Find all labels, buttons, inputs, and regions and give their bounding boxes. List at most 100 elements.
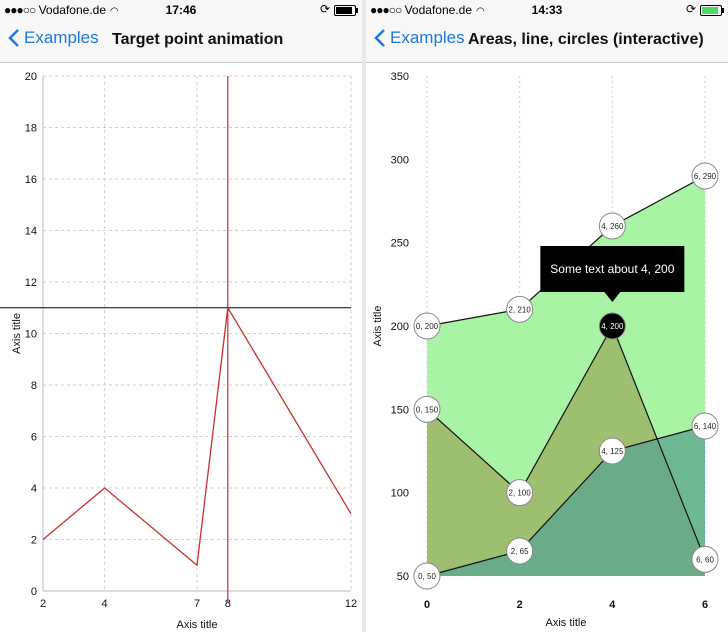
battery-icon bbox=[700, 5, 724, 16]
carrier-name: Vodafone.de bbox=[38, 3, 106, 17]
x-tick-label: 7 bbox=[194, 598, 200, 610]
series-line bbox=[42, 305, 352, 567]
point-label: 0, 50 bbox=[418, 572, 436, 581]
point-label: 4, 260 bbox=[601, 222, 624, 231]
page-title: Target point animation bbox=[112, 31, 284, 48]
status-bar: ●●●○○ Vodafone.de ◠ 17:46 ⟳ bbox=[0, 0, 362, 20]
data-point[interactable]: 6, 60 bbox=[691, 545, 719, 573]
y-tick-label: 12 bbox=[25, 277, 37, 289]
back-label: Examples bbox=[24, 28, 99, 47]
point-label: 2, 65 bbox=[511, 547, 529, 556]
area-chart[interactable]: 0 2 4 6 50 100 150 200 250 300 350 0, 200 2, 210 4, 2… bbox=[366, 63, 728, 632]
data-point[interactable]: 0, 200 bbox=[413, 312, 441, 340]
signal-dots-icon: ●●●○○ bbox=[370, 3, 402, 17]
data-point[interactable]: 6, 140 bbox=[691, 412, 719, 440]
tooltip-arrow bbox=[604, 292, 621, 302]
data-point[interactable]: 4, 260 bbox=[598, 212, 626, 240]
tooltip: Some text about 4, 200 bbox=[540, 246, 685, 302]
point-circle bbox=[506, 537, 534, 565]
point-circle bbox=[691, 412, 719, 440]
data-point[interactable]: 4, 200 bbox=[598, 312, 626, 340]
battery-icon bbox=[334, 5, 358, 16]
x-tick-label: 2 bbox=[40, 598, 46, 610]
y-tick-label: 350 bbox=[391, 71, 409, 83]
point-label: 0, 200 bbox=[416, 322, 439, 331]
right-phone-screen: ●●●○○ Vodafone.de ◠ 14:33 ⟳ Examples Area… bbox=[366, 0, 728, 632]
point-label: 4, 125 bbox=[601, 447, 624, 456]
point-circle bbox=[691, 162, 719, 190]
point-circle bbox=[413, 312, 441, 340]
x-tick-label: 0 bbox=[424, 599, 430, 611]
series-line-3 bbox=[426, 425, 706, 577]
signal-dots-icon: ●●●○○ bbox=[4, 3, 36, 17]
y-axis-title: Axis title bbox=[372, 306, 384, 347]
x-tick-label: 4 bbox=[102, 598, 108, 610]
wifi-icon: ◠ bbox=[110, 6, 119, 17]
y-tick-label: 200 bbox=[391, 321, 409, 333]
series-line-2 bbox=[426, 324, 706, 560]
y-tick-label: 18 bbox=[25, 123, 37, 135]
back-button[interactable]: Examples bbox=[374, 28, 465, 48]
data-point[interactable]: 0, 50 bbox=[413, 562, 441, 590]
y-tick-label: 10 bbox=[25, 329, 37, 341]
point-circle bbox=[506, 295, 534, 323]
y-tick-label: 50 bbox=[397, 571, 409, 583]
x-tick-label: 2 bbox=[517, 599, 523, 611]
back-label: Examples bbox=[390, 28, 465, 47]
point-circle bbox=[413, 562, 441, 590]
data-point[interactable]: 2, 100 bbox=[506, 479, 534, 507]
y-tick-label: 16 bbox=[25, 174, 37, 186]
x-tick-label: 6 bbox=[702, 599, 708, 611]
carrier: ●●●○○ Vodafone.de ◠ bbox=[370, 3, 485, 17]
y-tick-label: 2 bbox=[31, 535, 37, 547]
y-tick-label: 100 bbox=[391, 488, 409, 500]
data-point[interactable]: 0, 150 bbox=[413, 395, 441, 423]
x-tick-label: 4 bbox=[609, 599, 616, 611]
point-circle bbox=[506, 479, 534, 507]
y-tick-label: 0 bbox=[31, 586, 37, 598]
point-label: 2, 100 bbox=[509, 489, 532, 498]
x-tick-label: 12 bbox=[345, 598, 357, 610]
divider bbox=[362, 0, 366, 632]
tooltip-text: Some text about 4, 200 bbox=[550, 262, 674, 276]
point-circle bbox=[598, 437, 626, 465]
point-label: 6, 60 bbox=[696, 555, 714, 564]
tooltip-box bbox=[540, 246, 685, 292]
point-circle bbox=[598, 212, 626, 240]
back-button[interactable]: Examples bbox=[8, 28, 99, 48]
data-point[interactable]: 4, 125 bbox=[598, 437, 626, 465]
status-time: 17:46 bbox=[165, 3, 197, 17]
back-chevron-icon bbox=[8, 29, 19, 47]
y-tick-label: 8 bbox=[31, 380, 37, 392]
point-label: 6, 290 bbox=[694, 172, 717, 181]
status-bar: ●●●○○ Vodafone.de ◠ 14:33 ⟳ bbox=[366, 0, 728, 20]
y-tick-label: 6 bbox=[31, 432, 37, 444]
navigation-bar: Examples Areas, line, circles (interacti… bbox=[366, 20, 728, 63]
data-point[interactable]: 2, 210 bbox=[506, 295, 534, 323]
carrier: ●●●○○ Vodafone.de ◠ bbox=[4, 3, 119, 17]
status-time: 14:33 bbox=[531, 3, 563, 17]
y-axis-title: Axis title bbox=[11, 313, 23, 354]
y-tick-label: 150 bbox=[391, 404, 409, 416]
point-circle bbox=[691, 545, 719, 573]
point-label: 2, 210 bbox=[509, 305, 532, 314]
x-axis-title: Axis title bbox=[177, 619, 218, 631]
y-tick-label: 250 bbox=[391, 238, 409, 250]
data-point[interactable]: 2, 65 bbox=[506, 537, 534, 565]
y-tick-label: 20 bbox=[25, 71, 37, 83]
x-axis-title: Axis title bbox=[546, 617, 587, 629]
data-point[interactable]: 6, 290 bbox=[691, 162, 719, 190]
carrier-name: Vodafone.de bbox=[404, 3, 472, 17]
back-chevron-icon bbox=[374, 29, 385, 47]
selected-point-circle bbox=[598, 312, 626, 340]
x-tick-label: 8 bbox=[225, 598, 231, 610]
point-label: 6, 140 bbox=[694, 422, 717, 431]
left-phone-screen: ●●●○○ Vodafone.de ◠ 17:46 ⟳ Examples Targ… bbox=[0, 0, 362, 632]
rotation-lock-icon: ⟳ bbox=[685, 2, 696, 16]
rotation-lock-icon: ⟳ bbox=[319, 2, 330, 16]
point-label: 0, 150 bbox=[416, 405, 439, 414]
page-title: Areas, line, circles (interactive) bbox=[468, 31, 704, 48]
wifi-icon: ◠ bbox=[476, 6, 485, 17]
y-tick-label: 4 bbox=[31, 483, 37, 495]
